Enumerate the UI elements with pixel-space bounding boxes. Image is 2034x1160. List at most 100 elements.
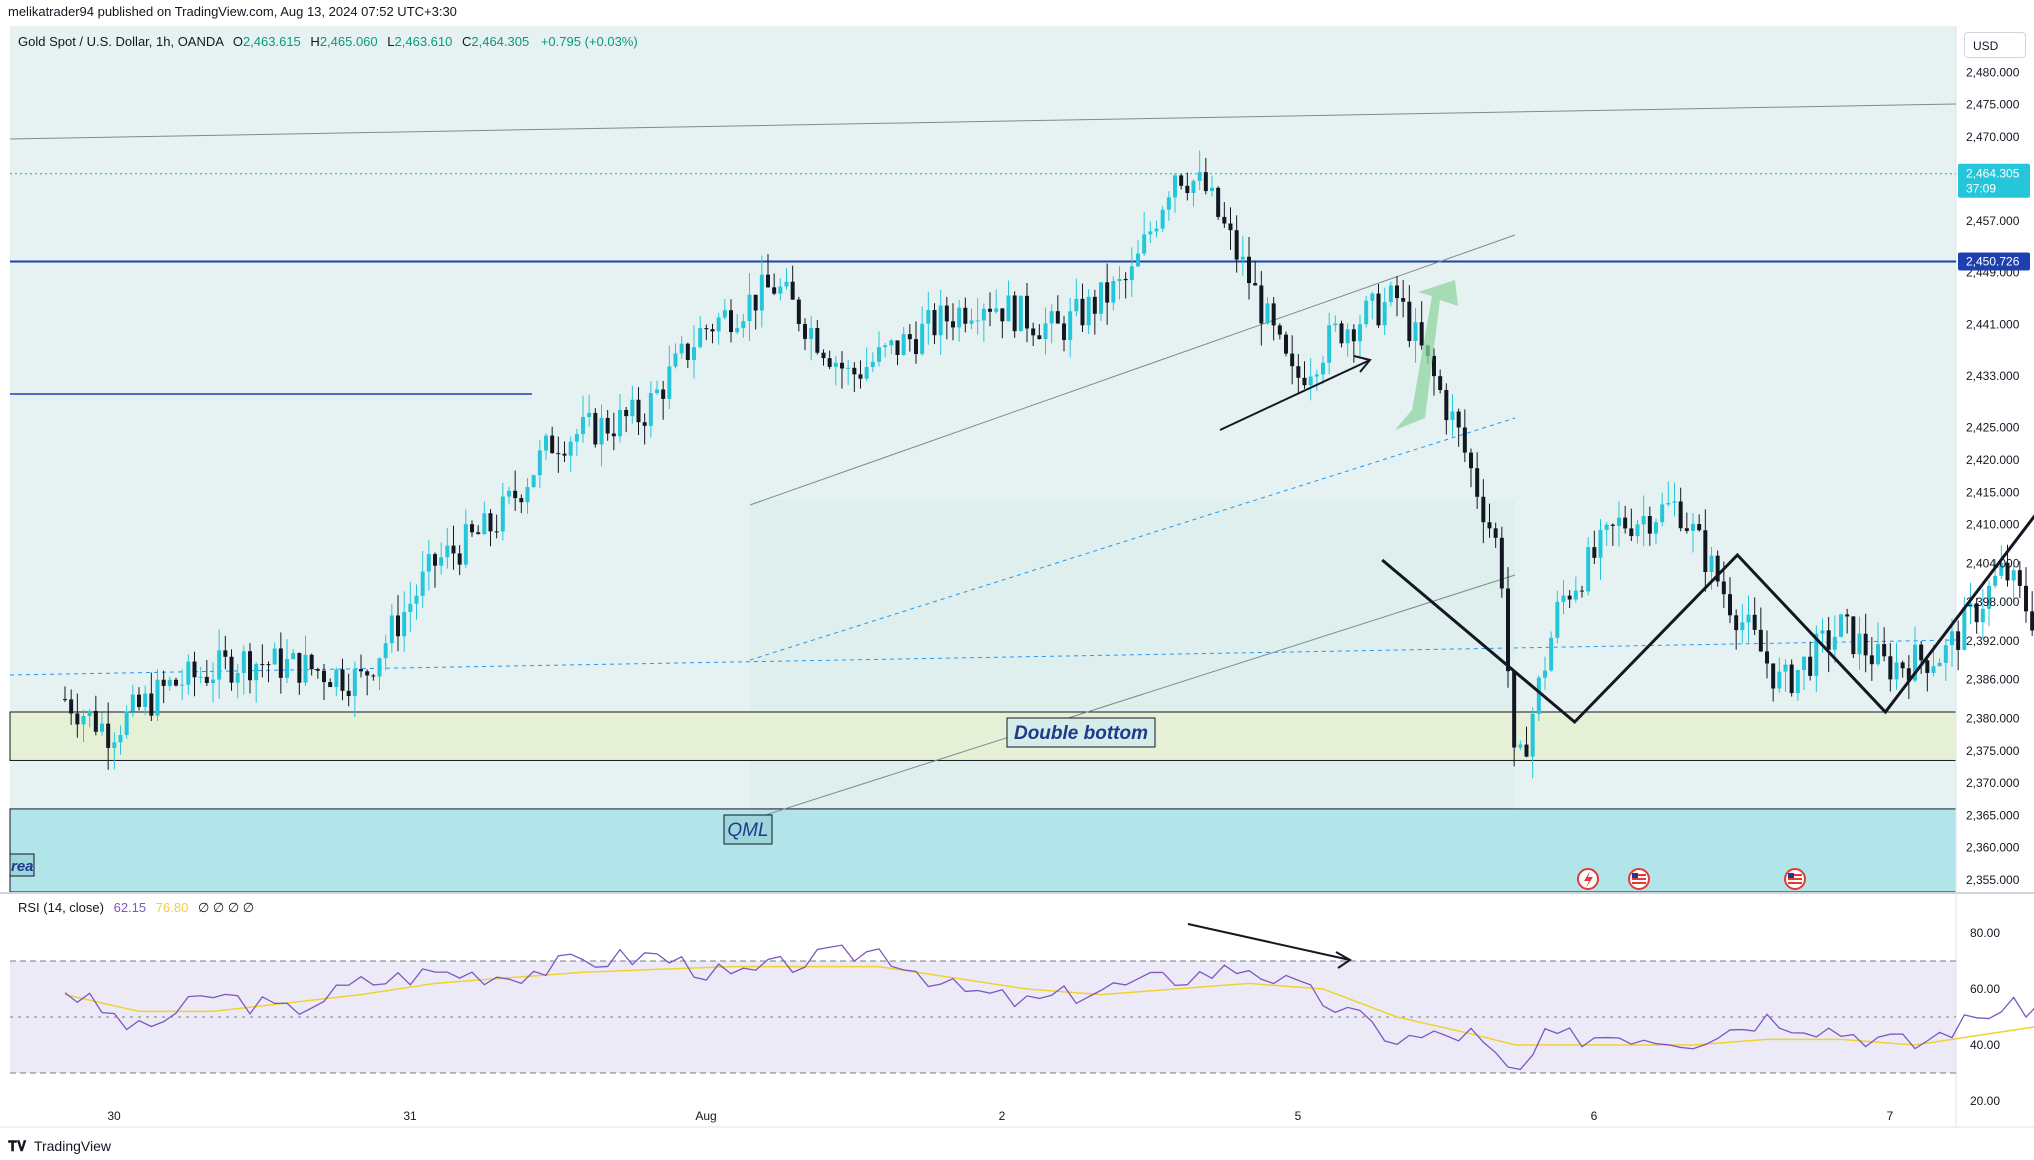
candle-body-157 <box>1031 328 1036 336</box>
rsi-divergence-head <box>1335 951 1352 969</box>
price-axis-label: 2,480.000 <box>1966 65 2020 79</box>
candle-body-176 <box>1148 231 1153 235</box>
candle-body-117 <box>784 281 789 287</box>
price-axis-label: 2,398.000 <box>1966 595 2020 609</box>
candle-body-72 <box>507 490 511 497</box>
candle-body-33 <box>266 664 271 666</box>
low-label: L <box>387 34 395 49</box>
candle-body-171 <box>1117 278 1122 282</box>
candle-body-185 <box>1203 172 1208 192</box>
candle-body-216 <box>1395 285 1399 299</box>
candle-body-224 <box>1444 389 1449 421</box>
candle-body-239 <box>1536 677 1541 714</box>
candle-body-26 <box>223 650 228 657</box>
candle-body-293 <box>1869 655 1874 665</box>
candle-body-151 <box>994 308 999 312</box>
candle-body-286 <box>1826 630 1831 650</box>
double-bottom-text: Double bottom <box>1014 723 1148 744</box>
candle-body-113 <box>759 274 764 311</box>
candle-body-209 <box>1351 329 1356 342</box>
time-axis-label: Aug <box>695 1109 716 1123</box>
candle-body-164 <box>1074 298 1079 312</box>
rsi-value: 62.15 <box>113 900 147 915</box>
candle-body-219 <box>1413 322 1418 341</box>
area-label[interactable]: rea <box>9 853 35 877</box>
candle-body-213 <box>1376 293 1381 326</box>
candle-body-197 <box>1277 325 1282 335</box>
rsi-extra-values: ∅ ∅ ∅ ∅ <box>197 900 255 915</box>
candle-body-79 <box>550 435 555 454</box>
candle-body-121 <box>809 327 814 339</box>
candle-body-18 <box>174 679 178 686</box>
candle-body-243 <box>1561 595 1566 602</box>
candle-body-257 <box>1647 516 1652 534</box>
candle-body-166 <box>1086 296 1091 326</box>
candle-body-8 <box>112 742 117 748</box>
candle-body-287 <box>1832 636 1837 650</box>
candle-body-196 <box>1271 303 1276 326</box>
price-axis-label: 2,441.000 <box>1966 317 2020 331</box>
candle-body-149 <box>981 308 986 321</box>
us-flag-event-icon[interactable] <box>1628 868 1650 890</box>
time-axis-label: 31 <box>403 1109 417 1123</box>
candle-body-307 <box>1956 631 1961 650</box>
candle-body-140 <box>926 310 931 324</box>
candle-body-226 <box>1456 411 1461 428</box>
lightning-event-icon[interactable] <box>1577 868 1599 890</box>
candle-body-111 <box>747 294 752 322</box>
price-axis-label: 2,415.000 <box>1966 485 2020 499</box>
candle-body-208 <box>1345 329 1350 344</box>
candle-body-269 <box>1721 581 1726 595</box>
candle-body-179 <box>1166 197 1171 210</box>
close-value: 2,464.305 <box>471 34 530 49</box>
candle-body-298 <box>1900 662 1905 669</box>
candle-body-3 <box>81 715 86 725</box>
candle-body-4 <box>87 710 92 716</box>
rsi-legend[interactable]: RSI (14, close) 62.15 76.80 ∅ ∅ ∅ ∅ <box>18 900 254 916</box>
currency-button[interactable]: USD <box>1964 32 2026 58</box>
qml-label[interactable]: QML <box>723 814 773 845</box>
breakout-arrow <box>1395 280 1458 430</box>
price-axis-label: 2,425.000 <box>1966 421 2020 435</box>
candle-body-186 <box>1210 187 1214 192</box>
candle-body-234 <box>1506 588 1510 672</box>
price-axis-label: 2,365.000 <box>1966 808 2020 822</box>
candle-body-129 <box>858 374 863 379</box>
candle-body-44 <box>334 669 339 688</box>
candle-body-52 <box>383 643 388 659</box>
candle-body-178 <box>1160 209 1165 229</box>
candle-body-37 <box>291 653 296 659</box>
candle-body-158 <box>1037 335 1042 340</box>
candle-body-60 <box>433 554 437 566</box>
candle-body-5 <box>93 710 98 732</box>
candle-body-156 <box>1025 295 1029 329</box>
time-axis-label: 2 <box>999 1109 1006 1123</box>
candle-body-271 <box>1734 615 1739 631</box>
candle-body-277 <box>1771 663 1776 689</box>
candle-body-180 <box>1173 175 1177 198</box>
candle-body-14 <box>149 693 154 716</box>
candle-body-98 <box>667 366 672 399</box>
candle-body-191 <box>1240 256 1245 260</box>
level-tag-bg <box>1958 252 2030 271</box>
candle-body-29 <box>241 651 246 674</box>
footer-brand[interactable]: 𝐓𝐕 TradingView <box>8 1138 111 1155</box>
price-axis-label: 2,386.000 <box>1966 673 2020 687</box>
double-bottom-label[interactable]: Double bottom <box>1006 717 1156 748</box>
candle-body-94 <box>642 422 647 426</box>
candle-body-313 <box>1993 575 1998 586</box>
candle-body-56 <box>408 603 413 612</box>
candle-body-276 <box>1765 651 1769 664</box>
candle-body-24 <box>211 679 215 684</box>
candle-body-139 <box>920 323 925 355</box>
symbol-legend[interactable]: Gold Spot / U.S. Dollar, 1h, OANDA O2,46… <box>18 34 638 49</box>
candle-body-133 <box>883 345 888 348</box>
candle-body-100 <box>679 343 684 354</box>
candle-body-128 <box>852 367 857 375</box>
candle-body-232 <box>1493 528 1498 538</box>
us-flag-event-icon-2[interactable] <box>1784 868 1806 890</box>
candle-body-261 <box>1672 501 1677 503</box>
candle-body-0 <box>63 699 67 701</box>
candle-body-27 <box>229 656 234 683</box>
